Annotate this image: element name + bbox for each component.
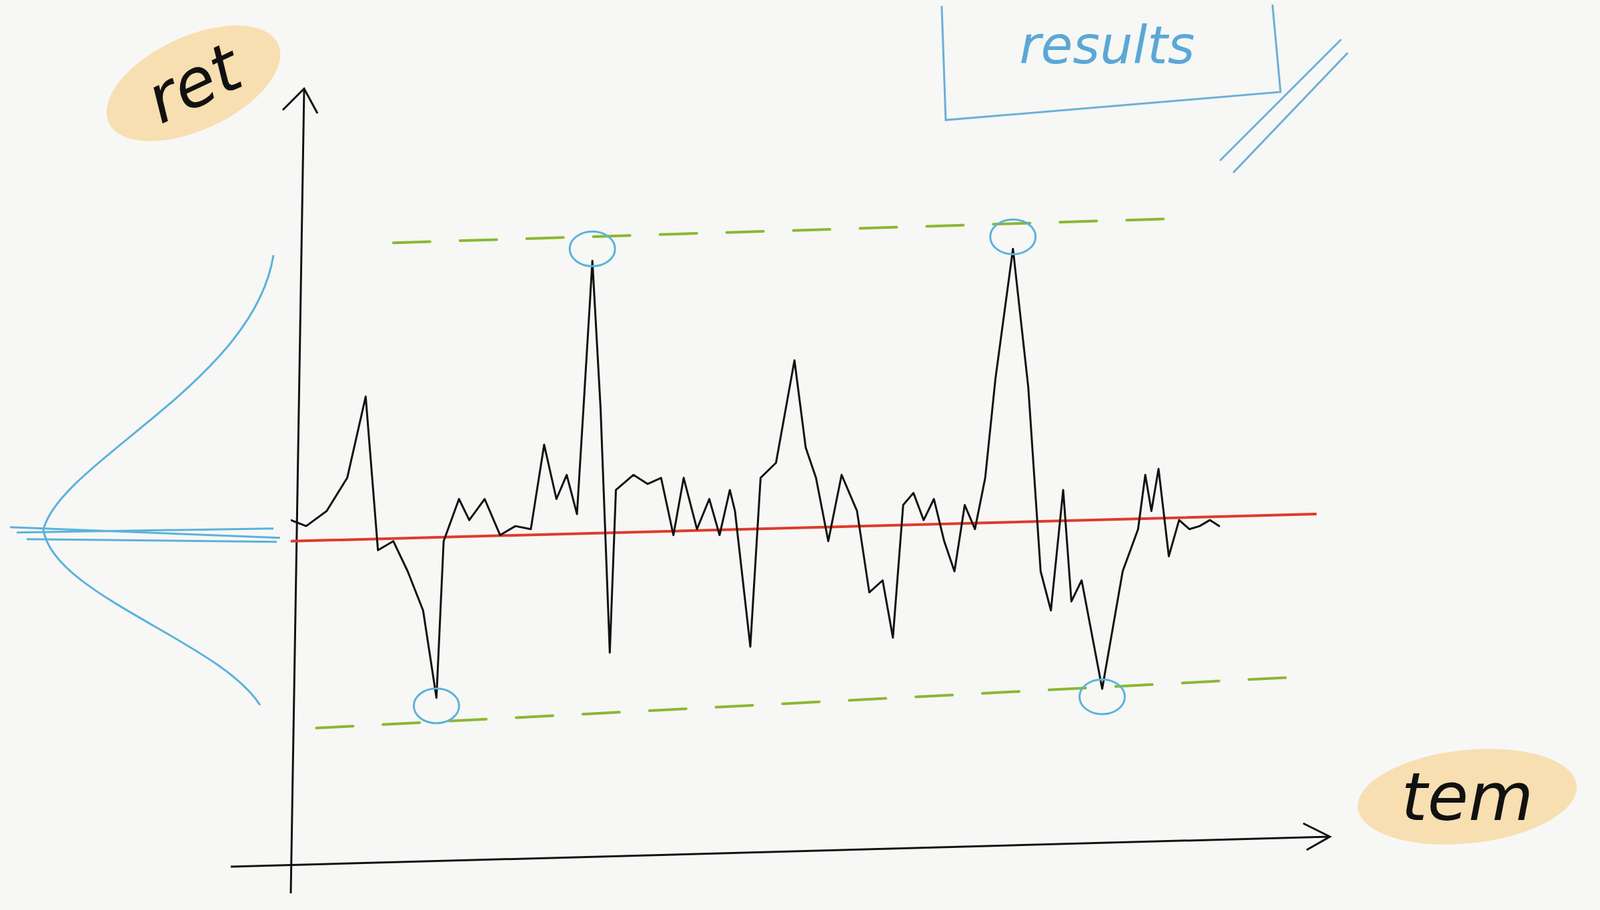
background bbox=[0, 0, 1600, 910]
y-axis-title: ret bbox=[134, 27, 255, 140]
distribution-peak bbox=[10, 527, 281, 543]
distribution bbox=[43, 255, 274, 706]
scribble bbox=[1220, 40, 1348, 173]
series-line bbox=[316, 676, 1302, 729]
x-axis-title: tem bbox=[1401, 758, 1534, 837]
chart: results ret tem bbox=[0, 0, 1600, 910]
y-axis bbox=[290, 90, 305, 894]
highlight-circle bbox=[569, 231, 615, 267]
highlight bbox=[1353, 738, 1582, 856]
x-axis-arrow bbox=[1303, 823, 1330, 851]
plot-area bbox=[290, 218, 1317, 729]
results-box bbox=[941, 5, 1281, 121]
highlight-circle bbox=[1079, 679, 1126, 715]
series-line bbox=[290, 248, 1220, 699]
annotation: results bbox=[1019, 15, 1195, 76]
y-axis-arrow bbox=[282, 88, 318, 114]
highlight-circle bbox=[990, 219, 1036, 255]
series-line bbox=[393, 218, 1174, 243]
highlight-circle bbox=[413, 688, 459, 724]
x-axis bbox=[230, 837, 1330, 868]
highlight bbox=[89, 1, 299, 165]
